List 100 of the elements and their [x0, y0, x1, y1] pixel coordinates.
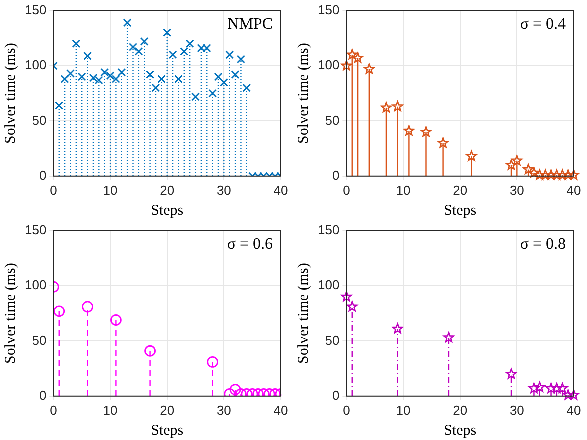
y-tick-label: 150	[318, 2, 340, 18]
point	[444, 332, 454, 343]
point	[226, 50, 234, 60]
x-tick-label: 30	[216, 402, 232, 418]
point	[381, 102, 392, 113]
x-tick-label: 30	[510, 402, 524, 418]
x-tick-label: 10	[396, 402, 411, 418]
point	[152, 84, 160, 92]
point	[110, 314, 122, 326]
point	[562, 390, 574, 400]
point	[546, 383, 557, 394]
y-tick-label: 0	[39, 168, 47, 183]
point	[72, 40, 81, 48]
point	[140, 37, 149, 46]
point	[89, 74, 98, 82]
point	[392, 101, 404, 112]
annotation: NMPC	[228, 16, 273, 34]
point	[207, 356, 219, 368]
annotation: σ = 0.6	[227, 236, 273, 254]
x-tick-label: 10	[396, 182, 411, 198]
x-tick-label: 20	[160, 182, 175, 198]
point	[506, 160, 517, 170]
point	[112, 75, 120, 84]
x-tick-label: 30	[510, 182, 524, 198]
point	[528, 383, 540, 394]
point	[186, 40, 194, 48]
point	[100, 68, 110, 77]
x-axis-title: Steps	[444, 202, 477, 219]
point	[420, 126, 432, 137]
point	[129, 42, 138, 52]
y-axis-title: Solver time (ms)	[2, 263, 19, 364]
y-tick-label: 50	[32, 112, 47, 128]
point	[134, 47, 144, 56]
point	[568, 170, 580, 180]
point	[163, 28, 172, 38]
y-tick-label: 150	[24, 222, 47, 238]
point	[118, 68, 126, 77]
point	[404, 125, 415, 136]
point	[523, 164, 534, 174]
annotation: σ = 0.4	[520, 16, 566, 34]
point	[208, 89, 218, 98]
point	[562, 170, 574, 180]
point	[546, 170, 557, 180]
point	[157, 75, 166, 84]
point	[341, 60, 352, 71]
point	[180, 47, 189, 56]
point	[66, 69, 75, 78]
point	[346, 49, 358, 60]
point	[540, 170, 551, 180]
point	[341, 291, 352, 302]
point	[568, 390, 580, 400]
point	[192, 92, 200, 102]
y-tick-label: 0	[332, 388, 340, 403]
point	[534, 382, 546, 392]
point	[82, 301, 94, 313]
point	[512, 155, 523, 166]
point	[534, 170, 546, 180]
x-tick-label: 0	[50, 182, 58, 198]
x-tick-label: 40	[274, 182, 288, 198]
point	[60, 75, 70, 84]
point	[106, 72, 115, 80]
y-tick-label: 100	[318, 278, 340, 293]
y-axis-title: Solver time (ms)	[296, 263, 312, 364]
y-tick-label: 100	[24, 278, 47, 293]
point	[94, 76, 104, 85]
point	[528, 167, 540, 178]
y-tick-label: 150	[24, 2, 47, 18]
x-tick-label: 20	[453, 402, 468, 418]
x-tick-label: 0	[343, 402, 350, 418]
x-tick-label: 10	[103, 402, 118, 418]
point	[168, 50, 178, 60]
point	[220, 78, 228, 87]
x-axis-title: Steps	[444, 422, 477, 439]
point	[54, 306, 66, 318]
y-tick-label: 50	[325, 332, 340, 348]
x-axis-title: Steps	[151, 422, 184, 439]
point	[552, 170, 562, 180]
y-tick-label: 100	[24, 58, 47, 73]
point	[346, 301, 358, 312]
point	[352, 52, 364, 63]
x-tick-label: 0	[50, 402, 58, 418]
point	[123, 18, 132, 28]
point	[78, 72, 86, 82]
y-tick-label: 150	[318, 222, 340, 238]
point	[552, 383, 562, 394]
x-tick-label: 40	[566, 402, 582, 418]
y-tick-label: 0	[332, 168, 340, 183]
point	[231, 70, 240, 80]
x-tick-label: 20	[160, 402, 175, 418]
x-tick-label: 40	[274, 402, 288, 418]
point	[392, 323, 404, 334]
point	[506, 368, 517, 380]
point	[55, 102, 64, 110]
x-tick-label: 0	[343, 182, 350, 198]
point	[202, 44, 212, 53]
point	[197, 44, 206, 53]
y-axis-title: Solver time (ms)	[2, 43, 19, 144]
point	[242, 84, 252, 92]
y-tick-label: 100	[318, 58, 340, 73]
point	[144, 345, 156, 357]
